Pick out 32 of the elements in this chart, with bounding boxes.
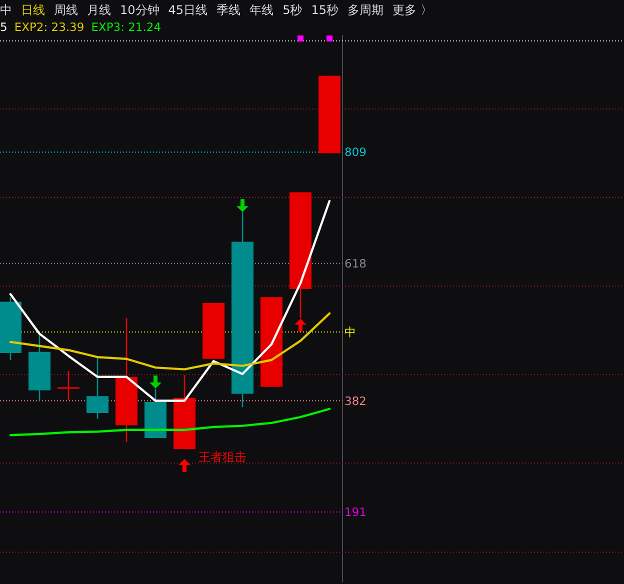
text: 5	[0, 20, 8, 34]
text: 15秒	[311, 3, 338, 17]
y-tick-label: 809	[344, 145, 366, 160]
text: 多周期	[347, 3, 384, 17]
text: 日线	[21, 3, 45, 17]
text: EXP3: 21.24	[91, 20, 162, 34]
series-label: 王者狙击	[198, 450, 246, 464]
y-tick-label: 382	[344, 394, 366, 408]
candlestick	[86, 355, 108, 420]
line-series	[9, 200, 331, 402]
point	[236, 199, 248, 212]
text: 45日线	[168, 3, 208, 17]
point	[150, 376, 162, 389]
text: 年线	[250, 3, 274, 17]
point	[178, 459, 190, 472]
line-series	[9, 312, 331, 370]
candlestick	[58, 370, 80, 401]
point	[298, 35, 304, 42]
line-series	[9, 408, 331, 436]
ref-line-label: 中	[344, 325, 356, 340]
text: 月线	[87, 3, 111, 17]
point	[294, 318, 306, 332]
text: 10分钟	[120, 3, 160, 17]
y-tick-label: 618	[344, 256, 366, 270]
text: 更多 〉	[392, 3, 432, 17]
y-tick-label: 191	[344, 505, 366, 520]
text: EXP2: 23.39	[14, 20, 84, 34]
text: 季线	[216, 3, 241, 17]
text: 5秒	[282, 3, 302, 17]
point	[326, 35, 332, 42]
text: 周线	[54, 3, 78, 17]
text: 中	[0, 3, 12, 17]
